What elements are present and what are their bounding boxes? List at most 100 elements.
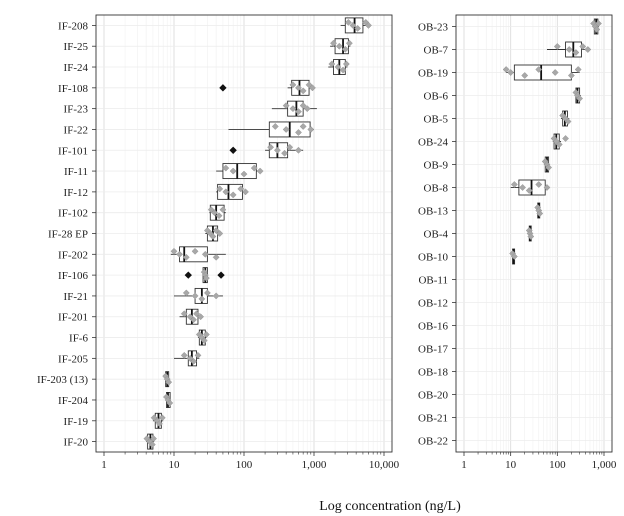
data-point (299, 102, 307, 110)
data-point (209, 233, 217, 240)
data-point (198, 295, 206, 303)
data-point (267, 143, 275, 151)
data-point (303, 105, 311, 113)
data-point (158, 414, 166, 422)
category-label: OB-20 (418, 390, 448, 402)
data-point (567, 72, 575, 79)
category-label: IF-6 (69, 333, 88, 345)
data-point (295, 108, 302, 116)
data-point (307, 126, 315, 133)
category-label: OB-11 (418, 275, 448, 287)
data-point (349, 22, 357, 29)
category-label: IF-24 (64, 62, 89, 74)
data-point (282, 102, 290, 110)
x-tick-label: 1,000 (302, 459, 327, 471)
data-point (212, 227, 220, 234)
data-point (242, 188, 249, 196)
box (222, 163, 257, 180)
data-point (237, 185, 245, 193)
category-label: OB-13 (418, 206, 448, 218)
data-point (156, 420, 163, 428)
data-point (281, 149, 288, 157)
data-point (299, 123, 307, 130)
data-point (572, 49, 580, 56)
category-label: IF-101 (58, 145, 88, 157)
category-label: OB-21 (418, 413, 448, 425)
category-label: IF-19 (64, 416, 89, 428)
data-point (150, 435, 157, 442)
category-label: OB-19 (418, 68, 448, 80)
category-label: IF-102 (58, 208, 88, 220)
data-point (191, 292, 199, 300)
category-label: IF-11 (64, 166, 88, 178)
outlier-point (219, 84, 227, 92)
data-point (510, 253, 518, 260)
data-point (565, 46, 573, 53)
data-point (216, 230, 224, 237)
data-point (289, 105, 297, 113)
data-point (274, 146, 281, 154)
panel-ob: 1 10 100 1,000 OB-23 OB-7 OB-19 OB-6 OB-5 OB-24 OB… (418, 14, 617, 471)
data-point (229, 191, 237, 199)
data-point (282, 126, 290, 133)
data-point (551, 69, 559, 76)
category-label: OB-7 (424, 45, 449, 57)
data-point (535, 181, 543, 188)
data-point (330, 39, 337, 47)
category-label: IF-205 (58, 353, 88, 365)
category-label: IF-203 (13) (37, 374, 88, 386)
x-tick-label: 100 (236, 459, 253, 471)
data-point (535, 66, 543, 73)
data-point (212, 292, 220, 300)
data-point (595, 20, 602, 27)
data-point (328, 60, 336, 68)
outlier-point (184, 271, 192, 279)
data-point (202, 274, 210, 282)
data-point (197, 313, 205, 321)
data-point (545, 164, 552, 171)
category-label: OB-6 (424, 91, 449, 103)
data-point (334, 63, 342, 71)
data-point (190, 357, 197, 365)
category-label: IF-28 EP (48, 229, 88, 241)
data-point (502, 66, 510, 73)
data-point (365, 22, 372, 29)
category-label: IF-204 (58, 395, 88, 407)
panel-if: 1 10 100 1,000 10,000 IF-208 IF-25 IF-24 IF-108 I… (37, 14, 400, 471)
category-label: IF-108 (58, 83, 88, 95)
x-tick-label: 1,000 (592, 459, 617, 471)
data-point (256, 167, 264, 175)
category-label: OB-9 (424, 160, 449, 172)
x-tick-label: 100 (549, 459, 566, 471)
data-point (193, 310, 200, 318)
x-axis-label: Log concentration (ng/L) (319, 499, 461, 514)
data-point (176, 250, 183, 258)
data-point (299, 87, 307, 95)
category-label: OB-18 (418, 367, 448, 379)
data-point (165, 378, 173, 386)
data-point (562, 135, 569, 142)
data-point (240, 170, 248, 178)
category-label: OB-17 (418, 344, 448, 356)
category-label: IF-202 (58, 249, 88, 261)
data-point (289, 81, 297, 89)
data-point (201, 250, 209, 258)
data-point (191, 247, 199, 255)
data-point (342, 60, 350, 68)
data-point (345, 39, 353, 47)
data-point (295, 84, 302, 92)
data-point (341, 45, 349, 53)
data-point (339, 66, 347, 74)
data-point (166, 399, 174, 407)
data-point (148, 441, 156, 448)
category-label: OB-22 (418, 436, 448, 448)
box (217, 183, 243, 200)
data-point (212, 253, 220, 261)
category-label: IF-25 (64, 41, 89, 53)
category-label: IF-12 (64, 187, 88, 199)
data-point (335, 42, 343, 50)
data-point (211, 209, 218, 217)
data-point (527, 233, 535, 240)
data-point (286, 143, 294, 151)
